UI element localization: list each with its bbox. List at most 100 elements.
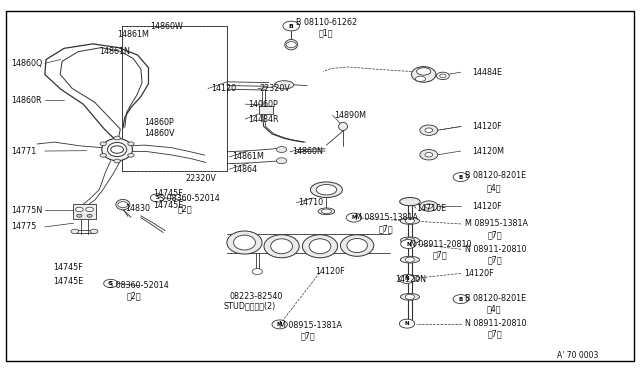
Circle shape (346, 213, 362, 222)
Text: 14775: 14775 (12, 222, 37, 231)
Ellipse shape (316, 185, 337, 195)
Text: M 08915-1381A: M 08915-1381A (465, 219, 527, 228)
Circle shape (406, 238, 415, 243)
Text: 14860V: 14860V (144, 129, 175, 138)
Text: 14710E: 14710E (416, 204, 446, 213)
Circle shape (420, 201, 438, 211)
Text: N: N (404, 276, 410, 282)
Circle shape (104, 279, 118, 288)
Ellipse shape (401, 275, 420, 282)
Circle shape (87, 214, 92, 217)
Text: 14860P: 14860P (144, 118, 173, 126)
Text: B 08120-8201E: B 08120-8201E (465, 294, 526, 303)
Text: B 08110-61262: B 08110-61262 (296, 18, 357, 27)
Text: B: B (289, 23, 294, 29)
Circle shape (406, 257, 415, 262)
Circle shape (420, 150, 438, 160)
Circle shape (77, 214, 82, 217)
Ellipse shape (116, 199, 130, 210)
Text: （7）: （7） (488, 330, 502, 339)
Circle shape (150, 194, 164, 202)
Circle shape (276, 147, 287, 153)
Text: 14861M: 14861M (232, 153, 264, 161)
Bar (122, 26, 227, 171)
Text: N 08911-20810: N 08911-20810 (465, 245, 526, 254)
Circle shape (406, 294, 415, 299)
Circle shape (420, 125, 438, 135)
Text: 14860N: 14860N (292, 147, 323, 156)
Ellipse shape (302, 235, 338, 258)
Ellipse shape (401, 237, 420, 244)
Circle shape (453, 295, 468, 304)
Circle shape (100, 142, 106, 146)
Text: 14060P: 14060P (248, 100, 277, 109)
Text: 14484E: 14484E (472, 68, 502, 77)
Text: （7）: （7） (379, 224, 394, 233)
Ellipse shape (227, 231, 262, 254)
Circle shape (128, 153, 134, 157)
Ellipse shape (310, 182, 342, 198)
Circle shape (401, 240, 416, 248)
Ellipse shape (340, 235, 374, 256)
Circle shape (118, 202, 128, 208)
Text: M: M (277, 322, 282, 327)
Text: （2）: （2） (127, 292, 141, 301)
Text: （4）: （4） (486, 304, 501, 313)
Circle shape (453, 173, 468, 182)
Ellipse shape (401, 218, 420, 224)
Circle shape (406, 199, 415, 204)
Text: M: M (351, 215, 356, 220)
Ellipse shape (339, 122, 348, 131)
Text: STUDスタッド(2): STUDスタッド(2) (224, 301, 276, 310)
Circle shape (276, 158, 287, 164)
Text: 14120M: 14120M (472, 147, 504, 155)
Text: 14860R: 14860R (12, 96, 42, 105)
Circle shape (440, 74, 446, 78)
Text: 14120F: 14120F (465, 269, 494, 278)
Text: 14861M: 14861M (117, 31, 149, 39)
Ellipse shape (399, 198, 420, 206)
Circle shape (436, 72, 449, 80)
Text: N: N (404, 321, 410, 326)
Text: （7）: （7） (488, 255, 502, 264)
Text: 14861N: 14861N (99, 47, 130, 56)
Ellipse shape (412, 67, 436, 82)
Bar (259, 106, 273, 114)
Circle shape (425, 204, 433, 208)
Circle shape (406, 218, 415, 224)
Circle shape (114, 159, 120, 163)
Text: （1）: （1） (319, 28, 333, 37)
Text: M 08915-1381A: M 08915-1381A (279, 321, 342, 330)
Text: N 08911-20810: N 08911-20810 (410, 240, 471, 248)
Ellipse shape (401, 198, 420, 205)
Text: 14745E: 14745E (154, 201, 184, 210)
Text: 22320V: 22320V (186, 174, 216, 183)
Circle shape (71, 229, 79, 234)
Text: 14771: 14771 (12, 147, 36, 155)
Ellipse shape (275, 81, 294, 89)
Circle shape (100, 153, 106, 157)
Text: S: S (109, 281, 113, 286)
Circle shape (272, 320, 287, 329)
Text: 14745E: 14745E (53, 277, 83, 286)
Circle shape (283, 21, 300, 31)
Text: 14745F: 14745F (53, 263, 83, 272)
Bar (122, 26, 227, 171)
Bar (73, 204, 96, 219)
Text: （7）: （7） (488, 230, 502, 239)
Text: 22320V: 22320V (259, 84, 290, 93)
Circle shape (286, 42, 296, 48)
Text: 14710: 14710 (298, 198, 323, 207)
Circle shape (86, 207, 93, 212)
Text: M 08915-1381A: M 08915-1381A (355, 214, 418, 222)
Circle shape (399, 319, 415, 328)
Text: 14120N: 14120N (396, 275, 426, 284)
Text: 14120F: 14120F (472, 202, 502, 211)
Text: 14864: 14864 (232, 165, 257, 174)
Text: （7）: （7） (433, 250, 447, 259)
Bar (122, 26, 227, 171)
Ellipse shape (271, 239, 292, 254)
Text: 14830: 14830 (125, 204, 150, 213)
Text: B: B (459, 296, 463, 302)
Text: 14890M: 14890M (334, 111, 366, 120)
